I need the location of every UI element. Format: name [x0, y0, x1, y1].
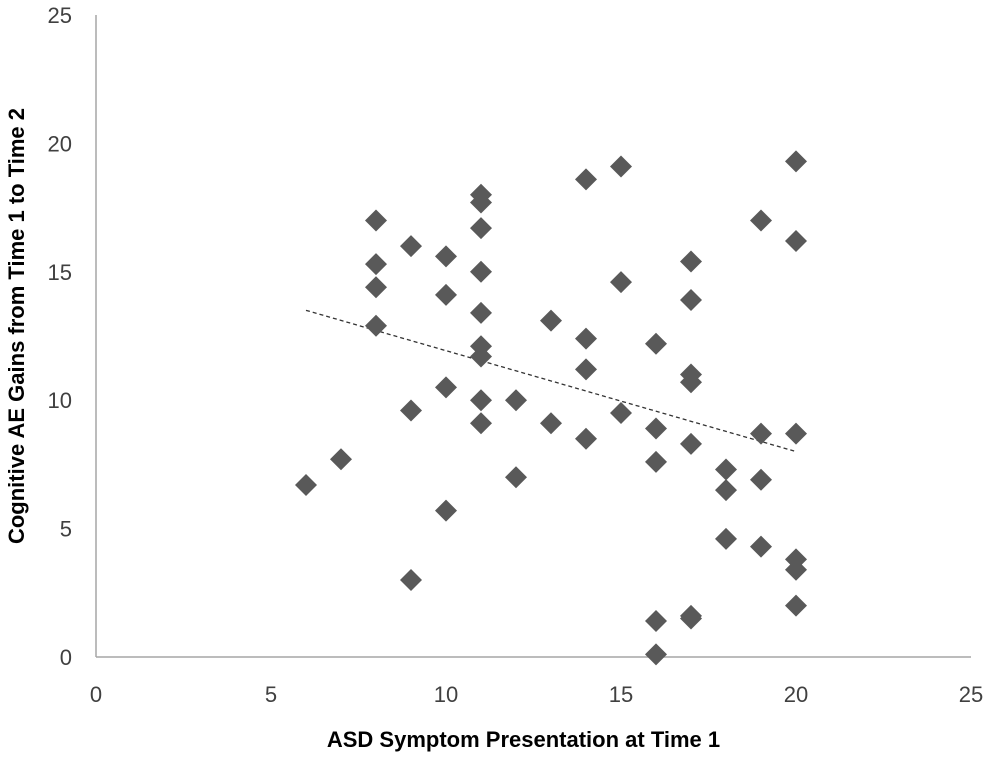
data-point-marker	[680, 289, 702, 312]
data-point-marker	[470, 345, 492, 368]
x-tick-label: 10	[434, 682, 458, 707]
y-tick-label: 0	[60, 645, 72, 670]
data-point-marker	[610, 155, 632, 178]
data-point-marker	[715, 479, 737, 502]
data-point-marker	[750, 209, 772, 232]
y-tick-label: 20	[48, 131, 72, 156]
data-point-marker	[470, 217, 492, 240]
data-point-marker	[470, 389, 492, 412]
data-point-marker	[645, 332, 667, 355]
data-point-marker	[680, 250, 702, 273]
data-point-marker	[435, 245, 457, 268]
data-point-marker	[610, 402, 632, 425]
data-point-marker	[540, 309, 562, 332]
data-point-marker	[715, 527, 737, 550]
data-point-marker	[330, 448, 352, 471]
x-tick-label: 25	[959, 682, 983, 707]
y-axis-title: Cognitive AE Gains from Time 1 to Time 2	[4, 108, 29, 544]
data-point-marker	[785, 558, 807, 581]
data-point-marker	[470, 260, 492, 283]
data-point-marker	[365, 314, 387, 337]
data-point-marker	[435, 283, 457, 306]
data-point-marker	[785, 594, 807, 617]
data-point-marker	[750, 468, 772, 491]
data-point-marker	[470, 301, 492, 324]
trendline-layer	[305, 309, 797, 453]
data-point-marker	[680, 607, 702, 630]
y-tick-label: 10	[48, 388, 72, 413]
data-point-marker	[575, 427, 597, 450]
data-points	[295, 150, 807, 666]
data-point-marker	[540, 412, 562, 435]
x-tick-label: 15	[609, 682, 633, 707]
data-point-marker	[645, 643, 667, 666]
data-point-marker	[575, 327, 597, 350]
y-tick-label: 15	[48, 260, 72, 285]
data-point-marker	[715, 458, 737, 481]
data-point-marker	[505, 466, 527, 489]
data-point-marker	[400, 235, 422, 258]
data-point-marker	[645, 450, 667, 473]
data-point-marker	[295, 473, 317, 496]
data-point-marker	[575, 168, 597, 191]
data-point-marker	[365, 253, 387, 276]
data-point-marker	[470, 412, 492, 435]
data-point-marker	[365, 276, 387, 299]
x-tick-label: 20	[784, 682, 808, 707]
data-point-marker	[785, 229, 807, 252]
data-point-marker	[505, 389, 527, 412]
y-tick-label: 5	[60, 517, 72, 542]
x-axis-title: ASD Symptom Presentation at Time 1	[327, 727, 720, 752]
tick-labels: 0 5 10 15 20 25 0 5 10 15 20 25	[48, 3, 984, 707]
data-point-marker	[435, 499, 457, 522]
data-point-marker	[785, 422, 807, 445]
trendline	[305, 309, 797, 453]
data-point-marker	[610, 271, 632, 294]
data-point-marker	[750, 422, 772, 445]
data-point-marker	[400, 399, 422, 422]
x-tick-label: 0	[90, 682, 102, 707]
data-point-marker	[645, 610, 667, 633]
data-point-marker	[470, 191, 492, 214]
data-point-marker	[435, 376, 457, 399]
data-point-marker	[575, 358, 597, 381]
data-point-marker	[680, 371, 702, 394]
chart-axes	[95, 15, 971, 658]
x-tick-label: 5	[265, 682, 277, 707]
data-point-marker	[750, 535, 772, 558]
data-point-marker	[365, 209, 387, 232]
data-point-marker	[645, 417, 667, 440]
data-point-marker	[680, 432, 702, 455]
data-point-marker	[785, 150, 807, 173]
data-point-marker	[400, 568, 422, 591]
y-tick-label: 25	[48, 3, 72, 28]
